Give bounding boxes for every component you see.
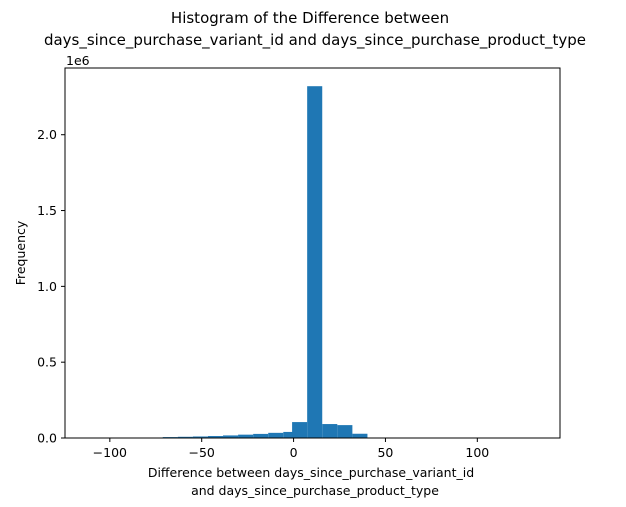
x-tick-label: 0 <box>290 445 298 460</box>
histogram-bar-11 <box>253 433 269 438</box>
x-axis-ticks: −100 −50 0 50 100 <box>93 438 489 460</box>
x-tick-label: −100 <box>93 445 127 460</box>
chart-title: Histogram of the Difference between days… <box>44 9 586 50</box>
y-axis-multiplier: 1e6 <box>66 53 90 68</box>
y-axis-label: Frequency <box>13 220 28 285</box>
y-tick-label: 0.5 <box>37 355 57 370</box>
x-tick-label: 50 <box>377 445 393 460</box>
chart-title-line-1: Histogram of the Difference between <box>171 9 449 27</box>
histogram-bar-9 <box>223 435 239 438</box>
y-tick-label: 2.0 <box>37 127 57 142</box>
histogram-bar-14 <box>292 422 308 438</box>
x-tick-label: −50 <box>189 445 215 460</box>
histogram-bar-10 <box>238 434 254 438</box>
y-tick-label: 0.0 <box>37 431 57 446</box>
histogram-bar-6 <box>177 436 193 438</box>
chart-title-line-2: days_since_purchase_variant_id and days_… <box>44 31 586 50</box>
histogram-bar-16 <box>322 424 338 438</box>
histogram-bar-15 <box>307 86 323 438</box>
y-axis-ticks: 0.0 0.5 1.0 1.5 2.0 <box>37 127 65 446</box>
histogram-bar-17 <box>337 425 353 438</box>
x-axis-label-line-1: Difference between days_since_purchase_v… <box>148 465 474 480</box>
histogram-bar-7 <box>192 436 208 438</box>
histogram-bar-18 <box>352 433 368 438</box>
x-axis-label-line-2: and days_since_purchase_product_type <box>191 483 439 498</box>
histogram-bar-13 <box>283 431 299 438</box>
plot-frame <box>64 67 561 439</box>
histogram-bar-12 <box>268 432 284 438</box>
histogram-bars <box>87 86 413 438</box>
y-tick-label: 1.0 <box>37 279 57 294</box>
histogram-bar-8 <box>207 436 224 438</box>
x-tick-label: 100 <box>465 445 489 460</box>
y-tick-label: 1.5 <box>37 203 57 218</box>
